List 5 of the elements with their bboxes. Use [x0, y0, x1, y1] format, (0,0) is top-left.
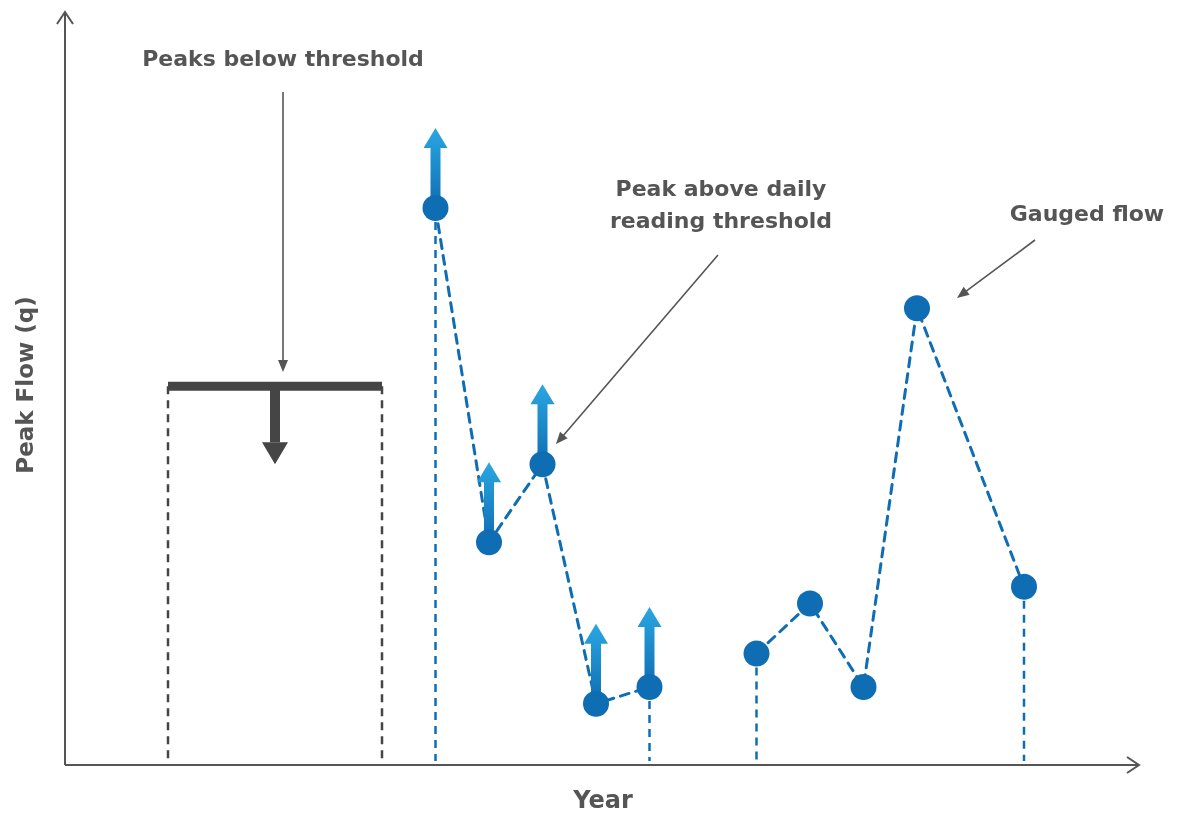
x-axis-title: Year: [572, 786, 633, 814]
annotation: Peak above daily reading threshold: [609, 176, 833, 233]
annotation: Gauged flow: [1009, 201, 1165, 226]
text: Peaks below threshold: [142, 46, 424, 71]
y-axis-title: Peak Flow (q): [12, 296, 38, 474]
